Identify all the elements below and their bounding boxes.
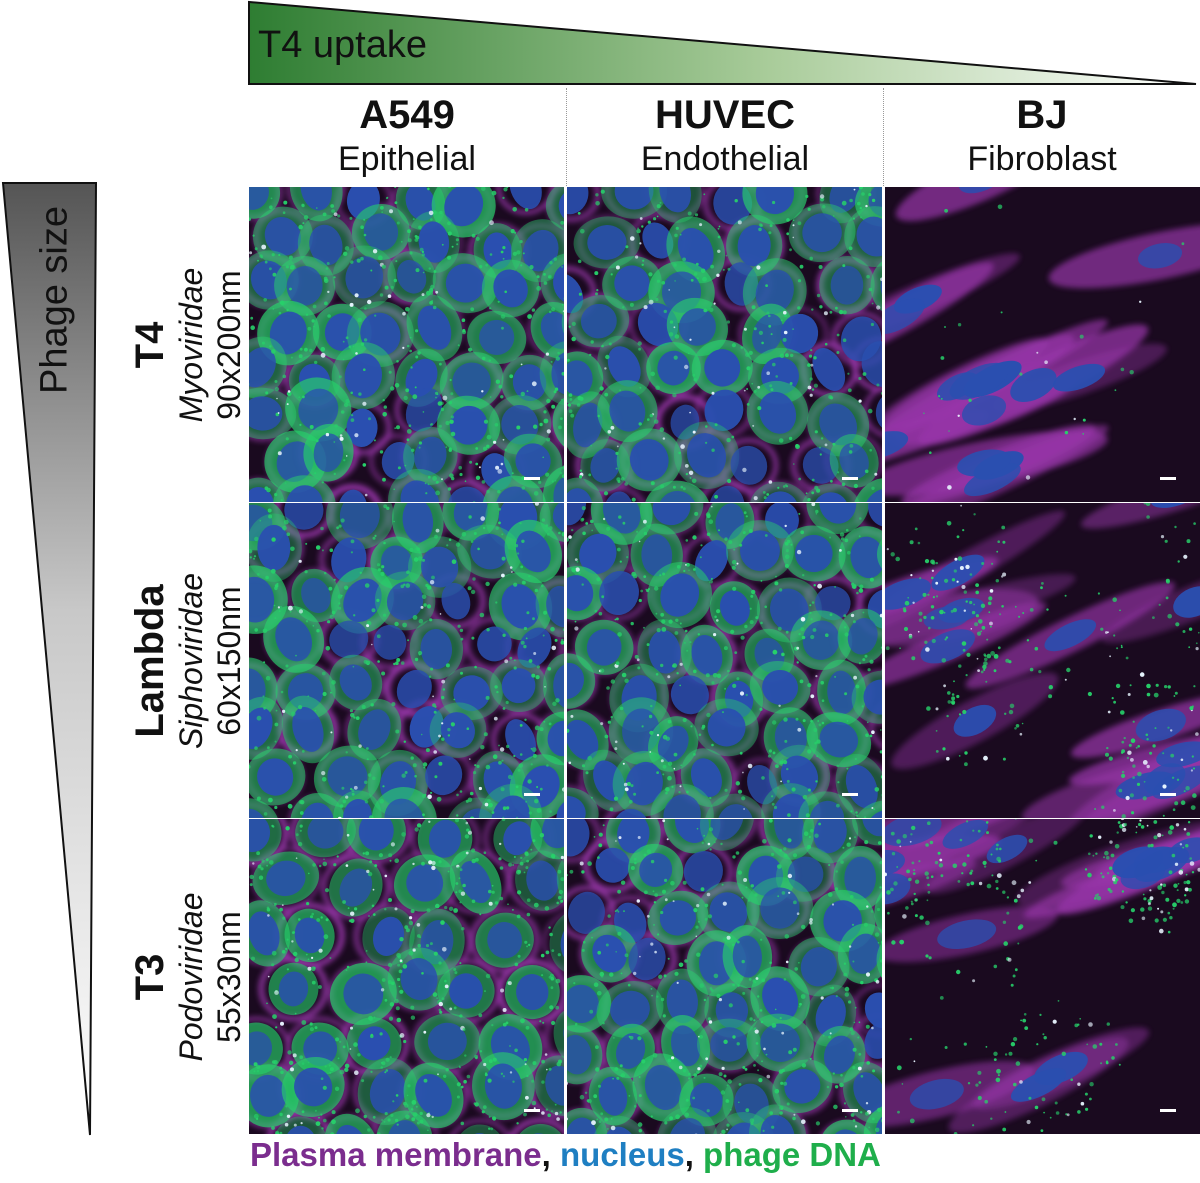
legend-membrane: Plasma membrane [250,1136,542,1173]
micrograph-image [249,819,564,1134]
scale-bar [524,1109,540,1112]
micrograph-t4-a549 [249,187,564,502]
scale-bar [524,793,540,796]
micrograph-image [885,503,1200,818]
legend-nucleus: nucleus [560,1136,685,1173]
row-label-t3: T3 Podoviridae 55x30nm [128,819,248,1135]
microscopy-image-grid [249,187,1200,1135]
column-header-bj: BJ Fibroblast [884,92,1200,180]
legend-separator: , [684,1136,704,1173]
uptake-label: T4 uptake [258,24,427,66]
micrograph-t4-bj [885,187,1200,502]
column-name: A549 [359,93,455,137]
micrograph-image [567,503,882,818]
row-name: T3 [128,953,172,1001]
row-size: 55x30nm [211,911,247,1043]
row-name: Lambda [128,584,172,738]
column-type: Fibroblast [967,140,1117,178]
column-name: HUVEC [654,93,796,137]
scale-bar [842,1109,858,1112]
scale-bar [842,477,858,480]
micrograph-image [885,819,1200,1134]
micrograph-image [567,819,882,1134]
phage-size-label: Phage size [33,205,76,395]
micrograph-t3-huvec [567,819,882,1134]
row-size: 90x200nm [211,270,247,420]
scale-bar [1160,477,1176,480]
row-name: T4 [128,321,172,369]
micrograph-t3-bj [885,819,1200,1134]
row-label-lambda: Lambda Siphoviridae 60x150nm [128,503,248,819]
micrograph-image [249,187,564,502]
column-type: Epithelial [338,140,476,178]
micrograph-image [885,187,1200,502]
channel-legend: Plasma membrane, nucleus, phage DNA [250,1136,881,1174]
legend-phage-dna: phage DNA [703,1136,881,1173]
phage-size-gradient-wedge [1,182,98,1136]
row-family: Siphoviridae [173,572,209,750]
column-divider [883,88,884,188]
micrograph-image [249,503,564,818]
micrograph-t3-a549 [249,819,564,1134]
column-header-a549: A549 Epithelial [249,92,565,180]
column-name: BJ [1016,93,1068,137]
scale-bar [1160,1109,1176,1112]
scale-bar [842,793,858,796]
micrograph-image [567,187,882,502]
micrograph-lambda-huvec [567,503,882,818]
scale-bar [1160,793,1176,796]
row-family: Podoviridae [173,892,209,1062]
column-type: Endothelial [640,140,810,178]
row-label-t4: T4 Myoviridae 90x200nm [128,187,248,503]
micrograph-lambda-a549 [249,503,564,818]
row-family: Myoviridae [173,267,209,423]
micrograph-t4-huvec [567,187,882,502]
column-divider [566,88,567,188]
legend-separator: , [541,1136,560,1173]
t4-uptake-gradient-wedge [248,0,1197,85]
column-header-huvec: HUVEC Endothelial [567,92,883,180]
row-size: 60x150nm [211,586,247,736]
micrograph-lambda-bj [885,503,1200,818]
scale-bar [524,477,540,480]
